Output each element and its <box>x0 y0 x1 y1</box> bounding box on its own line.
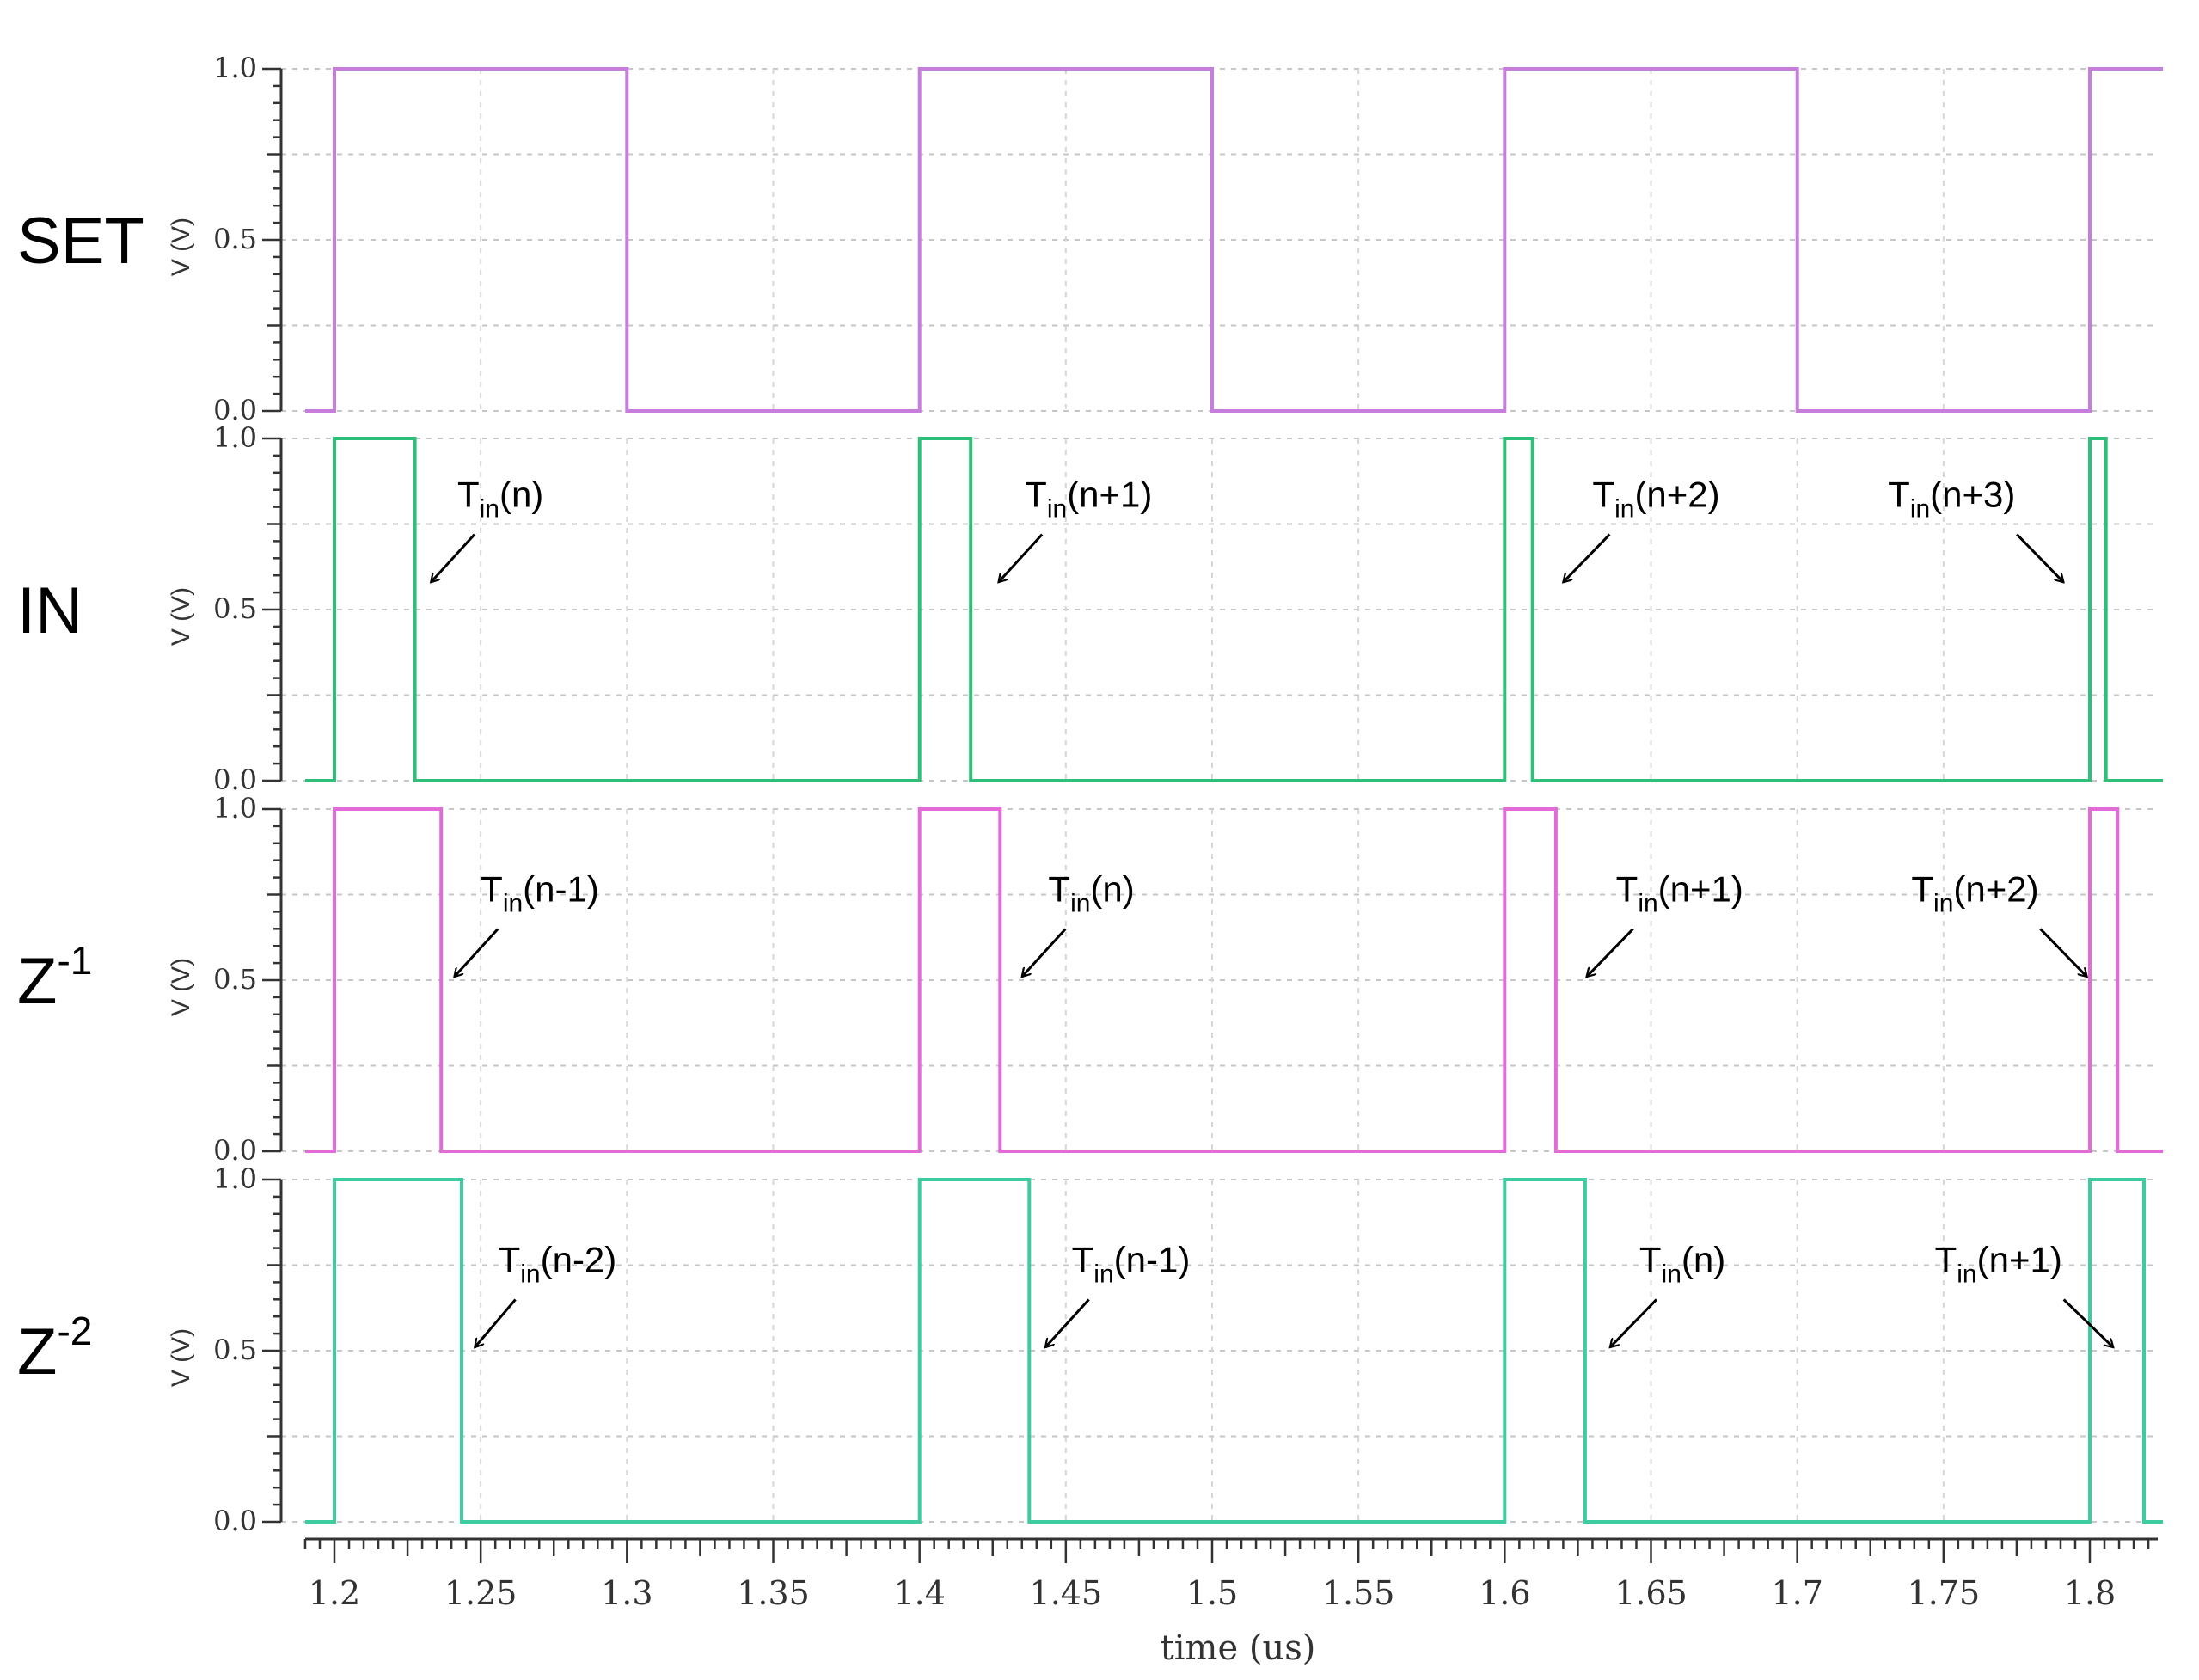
trace-layer <box>305 67 2164 1524</box>
y-tick-label: 0.5 <box>213 1334 257 1366</box>
x-tick-label: 1.65 <box>1614 1574 1688 1612</box>
signal-label-superscript: -2 <box>57 1309 92 1353</box>
annotation-label: Tin(n) <box>1048 868 1134 917</box>
signal-trace <box>305 807 2164 1153</box>
grid-layer <box>281 68 2158 1523</box>
annotation-arrow <box>475 1298 517 1347</box>
annotation-arrow <box>1587 928 1634 977</box>
annotation-arrow <box>1022 928 1067 977</box>
y-tick-label: 0.0 <box>213 394 257 426</box>
annotation-subscript: in <box>1070 889 1090 917</box>
annotation-arrow <box>2039 928 2086 977</box>
y-tick-label: 0.0 <box>213 763 257 796</box>
annotation-subscript: in <box>503 889 523 917</box>
axes-layer: 0.0 0.5 1.0 V (V) 0.0 0.5 1.0 V (V) 0.0 0.5 1.0 V (… <box>167 52 2158 1612</box>
annotation-subscript: in <box>1957 1260 1976 1288</box>
annotation-argument: (n-1) <box>523 868 599 909</box>
x-tick-label: 1.6 <box>1479 1574 1530 1612</box>
y-axis-label: V (V) <box>167 958 195 1016</box>
annotation-subscript: in <box>1638 889 1657 917</box>
x-tick-label: 1.3 <box>601 1574 652 1612</box>
annotation-arrow <box>431 533 476 583</box>
label-layer: SET IN Z-1 Z-2 <box>17 205 144 1389</box>
x-tick-label: 1.4 <box>893 1574 945 1612</box>
y-axis-label: V (V) <box>167 1328 195 1387</box>
x-tick-label: 1.25 <box>444 1574 518 1612</box>
y-tick-label: 1.0 <box>213 52 257 84</box>
annotation-subscript: in <box>1093 1260 1113 1288</box>
annotation-label: Tin(n-1) <box>1072 1239 1191 1288</box>
annotation-subscript: in <box>1662 1260 1681 1288</box>
annotation-subscript: in <box>480 495 499 524</box>
signal-label-superscript: -1 <box>57 938 92 983</box>
annotation-subscript: in <box>1910 495 1930 524</box>
annotation-label: Tin(n+1) <box>1935 1239 2062 1288</box>
annotation-argument: (n) <box>499 475 543 515</box>
signal-trace <box>305 437 2164 782</box>
y-tick-label: 0.0 <box>213 1134 257 1167</box>
annotation-argument: (n+2) <box>1634 475 1719 515</box>
x-tick-label: 1.2 <box>309 1574 360 1612</box>
annotation-argument: (n+1) <box>1977 1239 2062 1279</box>
annotation-label: Tin(n+1) <box>1025 475 1152 524</box>
annotation-label: Tin(n) <box>457 475 543 524</box>
x-tick-label: 1.45 <box>1030 1574 1103 1612</box>
annotation-label: Tin(n-2) <box>499 1239 617 1288</box>
annotation-argument: (n+1) <box>1658 868 1743 909</box>
y-tick-label: 1.0 <box>213 421 257 454</box>
annotation-label: Tin(n) <box>1639 1239 1725 1288</box>
annotation-arrow <box>455 928 499 977</box>
annotation-label: Tin(n+2) <box>1592 475 1719 524</box>
y-tick-label: 0.5 <box>213 592 257 625</box>
annotation-argument: (n-1) <box>1114 1239 1191 1279</box>
annotation-argument: (n+3) <box>1930 475 2015 515</box>
annotation-label: Tin(n+3) <box>1888 475 2015 524</box>
y-tick-label: 0.5 <box>213 223 257 255</box>
signal-label: Z-1 <box>17 938 92 1018</box>
annotation-label: Tin(n+1) <box>1616 868 1743 917</box>
annotation-subscript: in <box>1047 495 1067 524</box>
y-tick-label: 1.0 <box>213 792 257 825</box>
annotation-subscript: in <box>1933 889 1953 917</box>
annotation-arrow <box>2016 533 2063 583</box>
signal-label: SET <box>17 205 144 278</box>
x-tick-label: 1.5 <box>1186 1574 1238 1612</box>
x-axis-title: time (us) <box>1161 1628 1316 1668</box>
annotation-argument: (n+1) <box>1067 475 1152 515</box>
y-axis-label: V (V) <box>167 218 195 276</box>
annotation-arrow <box>1563 533 1611 583</box>
annotation-arrow <box>2062 1298 2114 1347</box>
y-axis-label: V (V) <box>167 587 195 646</box>
annotation-subscript: in <box>520 1260 540 1288</box>
signal-label: IN <box>17 574 83 647</box>
y-tick-label: 0.0 <box>213 1505 257 1537</box>
signal-label: Z-2 <box>17 1309 92 1389</box>
x-tick-label: 1.35 <box>737 1574 810 1612</box>
annot-layer: Tin(n) Tin(n+1) Tin(n+2) Tin(n+3) Tin(n-1) Ti… <box>431 475 2113 1347</box>
annotation-argument: (n-2) <box>541 1239 617 1279</box>
annotation-label: Tin(n+2) <box>1911 868 2038 917</box>
annotation-subscript: in <box>1614 495 1634 524</box>
annotation-argument: (n) <box>1681 1239 1725 1279</box>
y-tick-label: 1.0 <box>213 1162 257 1195</box>
x-tick-label: 1.8 <box>2064 1574 2116 1612</box>
annotation-argument: (n) <box>1090 868 1134 909</box>
signal-trace <box>305 1178 2164 1524</box>
annotation-label: Tin(n-1) <box>481 868 599 917</box>
y-tick-label: 0.5 <box>213 963 257 996</box>
annotation-arrow <box>999 533 1044 583</box>
x-tick-label: 1.75 <box>1908 1574 1981 1612</box>
x-tick-label: 1.7 <box>1771 1574 1822 1612</box>
annotation-arrow <box>1045 1298 1090 1347</box>
annotation-arrow <box>1610 1298 1657 1347</box>
x-tick-label: 1.55 <box>1322 1574 1395 1612</box>
annotation-argument: (n+2) <box>1953 868 2038 909</box>
signal-trace <box>305 67 2164 413</box>
